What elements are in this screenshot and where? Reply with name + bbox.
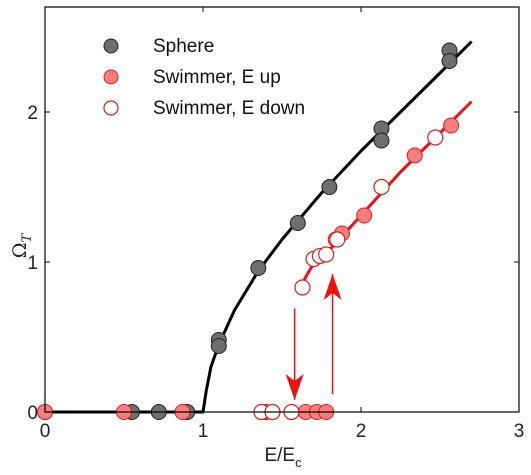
swimmer-e-down-point	[427, 129, 444, 146]
x-tick-label: 2	[356, 421, 367, 442]
legend-item-swimmer-e-up: Swimmer, E up	[103, 67, 281, 88]
axis-ticks: 0 1 2 3 0 1 2	[27, 7, 524, 442]
arrow-head-up	[323, 274, 342, 300]
swimmer-e-up-point	[356, 207, 373, 224]
swimmer-e-down-point	[294, 279, 311, 296]
legend-label-swimmer-e-up: Swimmer, E up	[153, 67, 281, 88]
swimmer-e-up-point	[406, 147, 423, 164]
x-tick-label: 0	[40, 421, 51, 442]
x-tick-label: 1	[198, 421, 209, 442]
swimmer-e-down-point	[373, 178, 390, 196]
legend-item-swimmer-e-down: Swimmer, E down	[103, 98, 305, 119]
y-tick-label: 1	[27, 253, 38, 274]
legend-label-sphere: Sphere	[153, 36, 214, 57]
y-tick-label: 2	[27, 103, 38, 124]
sphere-point	[289, 215, 306, 231]
sphere-point	[210, 338, 227, 354]
y-axis-label: ΩT	[9, 232, 35, 258]
arrow-annotations	[285, 274, 342, 400]
legend-label-swimmer-e-down: Swimmer, E down	[153, 98, 305, 119]
plot-frame	[44, 6, 520, 413]
swimmer-e-down-point	[329, 231, 346, 248]
sphere-point	[373, 132, 390, 149]
legend-marker-sphere	[103, 38, 119, 54]
legend-marker-swimmer-e-down	[103, 100, 119, 116]
arrow-head-down	[285, 374, 304, 400]
legend-item-sphere: Sphere	[103, 36, 214, 57]
sphere-point	[441, 53, 458, 69]
x-axis-label: E/Ec	[264, 445, 302, 470]
y-tick-label: 0	[27, 403, 38, 424]
legend-marker-swimmer-e-up	[103, 69, 119, 85]
sphere-point	[250, 260, 267, 276]
swimmer-e-down-point	[318, 246, 335, 263]
legend: Sphere Swimmer, E up Swimmer, E down	[103, 36, 305, 119]
sphere-point	[321, 179, 338, 195]
swimmer-e-up-point	[443, 117, 460, 134]
x-tick-label: 3	[514, 421, 525, 442]
